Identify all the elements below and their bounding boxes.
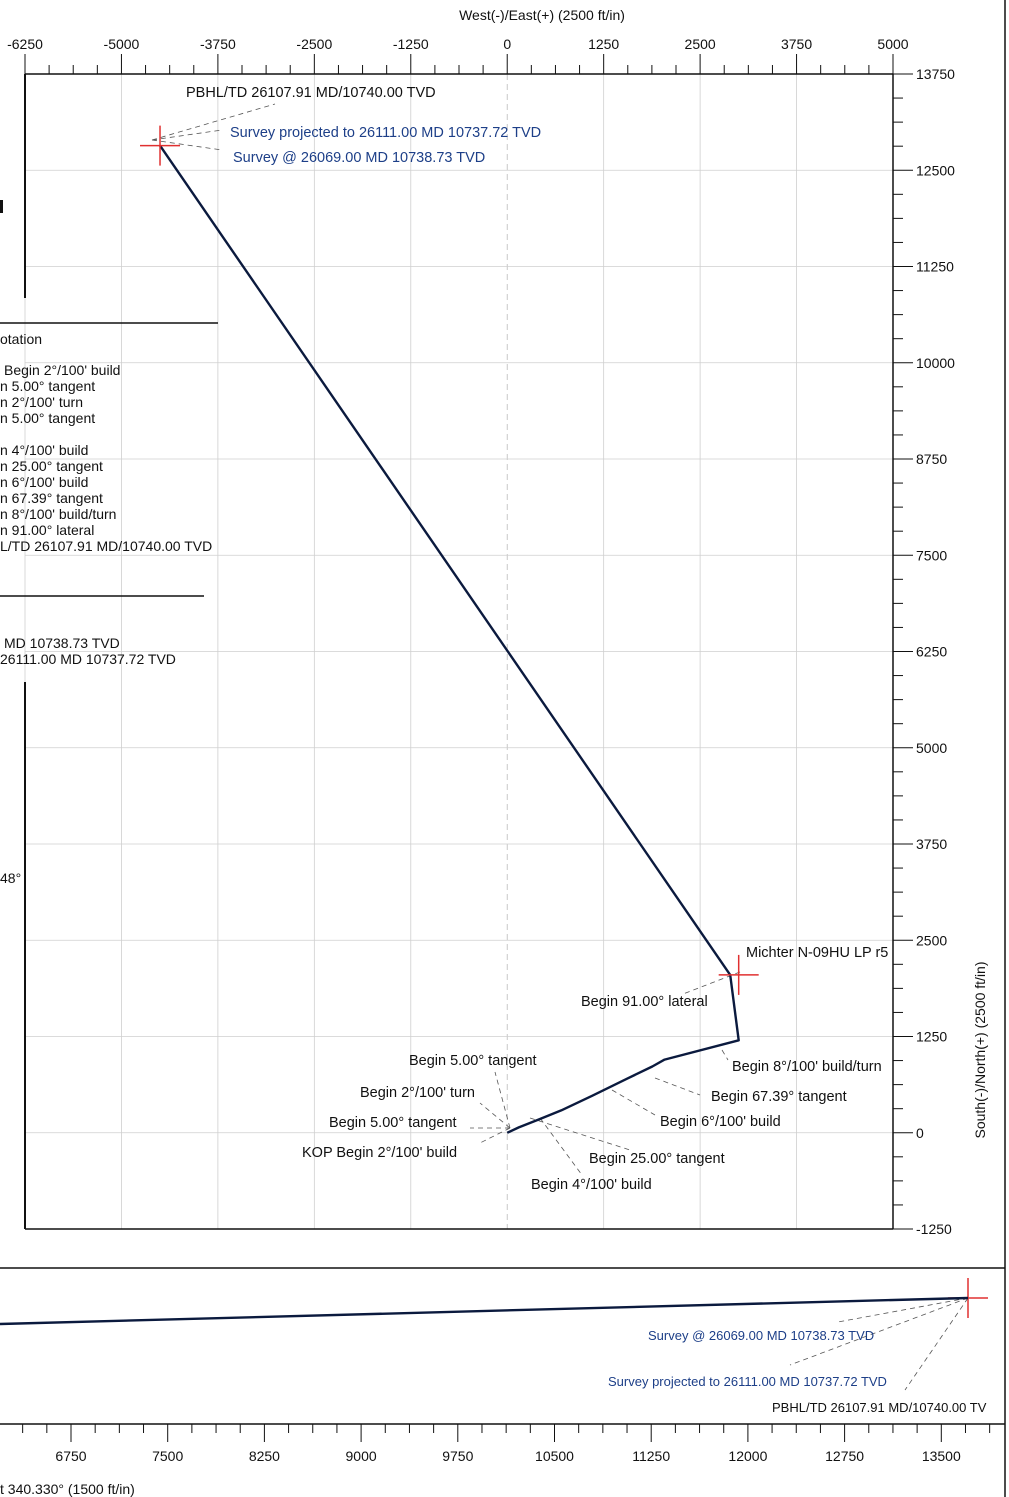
legend-entry: n 8°/100' build/turn (0, 506, 116, 522)
x-tick-label: -5000 (104, 36, 140, 52)
annotation-build-turn: Begin 8°/100' build/turn (732, 1059, 882, 1075)
section-tick-label: 9750 (442, 1448, 473, 1464)
legend-survey-line: 26111.00 MD 10737.72 TVD (0, 651, 176, 667)
legend-survey-line: MD 10738.73 TVD (4, 635, 120, 651)
section-tick-label: 13500 (922, 1448, 961, 1464)
x-tick-label: -1250 (393, 36, 429, 52)
y-tick-label: 10000 (916, 355, 955, 371)
legend-entry: L/TD 26107.91 MD/10740.00 TVD (0, 538, 212, 554)
section-annotation-survey-at: Survey @ 26069.00 MD 10738.73 TVD (648, 1328, 874, 1343)
x-tick-label: 0 (503, 36, 511, 52)
annotation-tangent-67: Begin 67.39° tangent (711, 1089, 847, 1105)
target-crosshair-marker (140, 125, 181, 166)
section-tick-label: 11250 (632, 1448, 670, 1464)
legend-entry: Begin 2°/100' build (4, 362, 120, 378)
section-tick-label: 7500 (152, 1448, 183, 1464)
y-tick-label: 13750 (916, 66, 955, 82)
y-tick-label: 7500 (916, 547, 947, 563)
x-tick-label: 2500 (685, 36, 716, 52)
y-tick-label: -1250 (916, 1221, 952, 1237)
section-tick-label: 12750 (825, 1448, 864, 1464)
annotation-pbhl: PBHL/TD 26107.91 MD/10740.00 TVD (186, 85, 436, 101)
y-axis-ticks: 1375012500112501000087507500625050003750… (893, 66, 955, 1237)
section-tick-label: 9000 (346, 1448, 377, 1464)
legend-entry: n 67.39° tangent (0, 490, 103, 506)
legend-entry: n 2°/100' turn (0, 394, 83, 410)
section-path-line (0, 1296, 969, 1326)
section-tick-label: 8250 (249, 1448, 280, 1464)
x-tick-label: -3750 (200, 36, 236, 52)
legend-entry: n 25.00° tangent (0, 458, 103, 474)
title-fragment (0, 200, 3, 213)
section-annotation-pbhl: PBHL/TD 26107.91 MD/10740.00 TV (772, 1400, 987, 1415)
section-view-strip: 6750 7500 8250 9000 9750 10500 11250 12000 12750… (0, 1267, 1005, 1497)
section-x-axis-ticks: 6750 7500 8250 9000 9750 10500 11250 12000 12750… (22, 1424, 991, 1464)
x-tick-label: 1250 (588, 36, 619, 52)
y-tick-label: 2500 (916, 932, 947, 948)
legend-entry: n 91.00° lateral (0, 522, 94, 538)
section-x-axis-label: t 340.330° (1500 ft/in) (0, 1481, 135, 1497)
section-tick-label: 6750 (55, 1448, 86, 1464)
section-tick-label: 10500 (535, 1448, 574, 1464)
y-tick-label: 12500 (916, 162, 955, 178)
y-tick-label: 1250 (916, 1029, 947, 1045)
y-tick-label: 8750 (916, 451, 947, 467)
annotation-leader-lines (151, 103, 969, 1391)
annotation-tangent-25: Begin 25.00° tangent (589, 1151, 725, 1167)
wellbore-path-line (159, 144, 740, 1134)
annotation-build-6: Begin 6°/100' build (660, 1114, 781, 1130)
y-tick-label: 0 (916, 1125, 924, 1141)
legend-heading: otation (0, 331, 42, 347)
y-tick-label: 11250 (916, 259, 954, 275)
annotation-lateral: Begin 91.00° lateral (581, 994, 708, 1010)
legend-entry: n 6°/100' build (0, 474, 88, 490)
legend-entry: n 5.00° tangent (0, 378, 95, 394)
x-tick-label: 3750 (781, 36, 812, 52)
annotation-landing-point: Michter N-09HU LP r5 (746, 945, 888, 961)
x-tick-label: -2500 (296, 36, 332, 52)
target-markers (140, 125, 988, 1318)
annotation-survey-at: Survey @ 26069.00 MD 10738.73 TVD (233, 150, 485, 166)
x-tick-label: -6250 (7, 36, 43, 52)
y-tick-label: 3750 (916, 836, 947, 852)
annotation-tangent-5-upper: Begin 5.00° tangent (409, 1053, 537, 1069)
x-axis-ticks: -6250 -5000 -3750 -2500 -1250 0 1250 2500 3750 50… (7, 36, 909, 74)
legend-panel: otation Begin 2°/100' build n 5.00° tang… (0, 200, 212, 886)
annotation-survey-projected: Survey projected to 26111.00 MD 10737.72… (230, 125, 541, 141)
y-tick-label: 5000 (916, 740, 947, 756)
y-axis-label: South(-)/North(+) (2500 ft/in) (972, 961, 988, 1138)
x-tick-label: 5000 (877, 36, 908, 52)
annotation-tangent-5-lower: Begin 5.00° tangent (329, 1115, 457, 1131)
annotation-turn-2: Begin 2°/100' turn (360, 1085, 475, 1101)
legend-entry: n 5.00° tangent (0, 410, 95, 426)
annotation-build-4: Begin 4°/100' build (531, 1177, 652, 1193)
x-axis-label: West(-)/East(+) (2500 ft/in) (459, 7, 625, 23)
legend-entry: n 4°/100' build (0, 442, 88, 458)
y-tick-label: 6250 (916, 644, 947, 660)
target-crosshair-marker (718, 954, 759, 995)
section-annotation-survey-projected: Survey projected to 26111.00 MD 10737.72… (608, 1374, 887, 1389)
section-tick-label: 12000 (728, 1448, 767, 1464)
legend-fragment: 48° (0, 870, 21, 886)
plan-annotations: PBHL/TD 26107.91 MD/10740.00 TVD Survey … (186, 85, 888, 1193)
annotation-kop: KOP Begin 2°/100' build (302, 1145, 457, 1161)
